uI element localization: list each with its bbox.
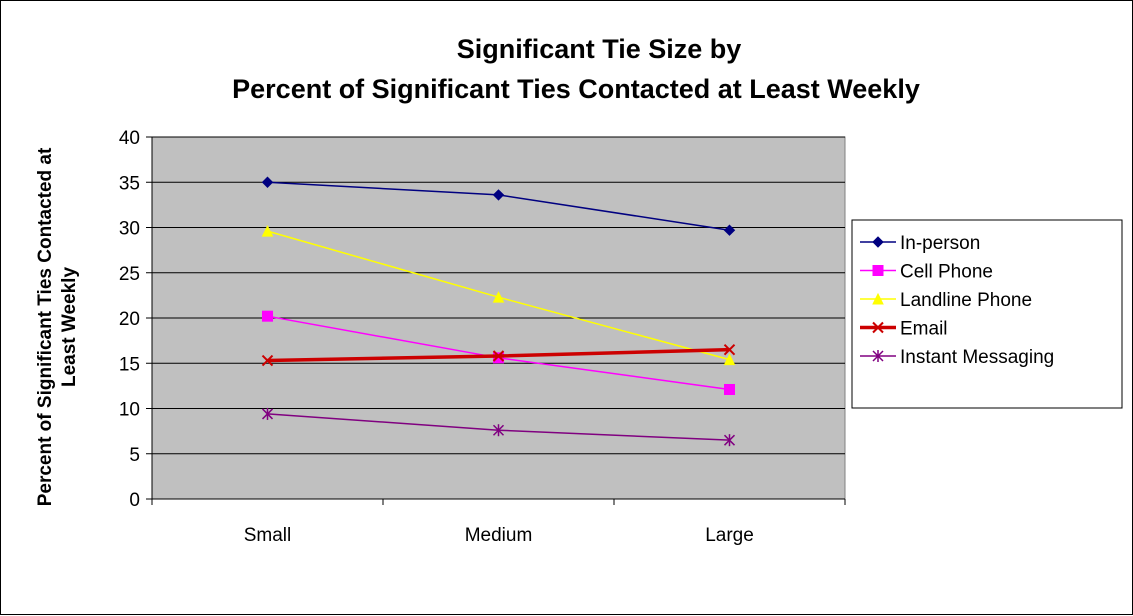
data-point xyxy=(724,383,735,395)
x-tick-label: Small xyxy=(244,525,292,546)
legend-label: In-person xyxy=(900,233,980,254)
legend-marker xyxy=(872,236,884,248)
data-point xyxy=(723,343,736,356)
y-tick-label: 25 xyxy=(119,264,140,285)
legend-label: Landline Phone xyxy=(900,290,1032,311)
plot-area: 0 5 10 15 20 25 30 35 40 Small Medium Large xyxy=(119,128,846,546)
data-point xyxy=(492,424,505,437)
data-point xyxy=(723,224,736,236)
y-tick-label: 10 xyxy=(119,400,140,421)
data-point xyxy=(261,176,274,188)
legend-label: Email xyxy=(900,319,948,340)
y-axis-title-line2: Least Weekly xyxy=(59,267,80,387)
legend-item: In-person xyxy=(860,233,980,254)
data-point xyxy=(492,189,505,201)
y-tick-label: 30 xyxy=(119,219,140,240)
chart-title-line1: Significant Tie Size by xyxy=(457,34,742,64)
legend-label: Cell Phone xyxy=(900,262,993,283)
legend-marker xyxy=(872,350,884,362)
data-point xyxy=(492,350,505,362)
legend-label: Instant Messaging xyxy=(900,347,1054,368)
legend-item: Cell Phone xyxy=(860,262,993,283)
x-tick-label: Medium xyxy=(465,525,533,546)
data-point xyxy=(492,291,505,303)
legend-marker xyxy=(872,292,884,305)
y-axis-title-line1: Percent of Significant Ties Contacted at xyxy=(35,147,56,506)
y-tick-label: 5 xyxy=(129,445,140,466)
chart-title-line2: Percent of Significant Ties Contacted at… xyxy=(232,74,920,104)
data-point xyxy=(723,434,736,447)
legend-marker xyxy=(872,321,884,334)
legend-box xyxy=(851,219,1123,409)
y-tick-label: 35 xyxy=(119,173,140,194)
data-point xyxy=(723,353,736,366)
x-tick-label: Large xyxy=(705,525,754,546)
y-tick-label: 40 xyxy=(119,128,140,149)
data-point xyxy=(261,407,274,420)
data-point xyxy=(261,225,274,237)
legend: In-person Cell Phone Landline Phone Email In… xyxy=(851,219,1123,409)
y-tick-label: 0 xyxy=(129,490,140,511)
legend-item: Instant Messaging xyxy=(860,347,1054,368)
y-tick-label: 20 xyxy=(119,309,140,330)
data-point xyxy=(261,354,274,367)
y-tick-label: 15 xyxy=(119,354,140,375)
legend-marker xyxy=(872,265,884,276)
legend-item: Email xyxy=(860,319,948,340)
data-point xyxy=(262,310,273,322)
legend-item: Landline Phone xyxy=(860,290,1032,311)
